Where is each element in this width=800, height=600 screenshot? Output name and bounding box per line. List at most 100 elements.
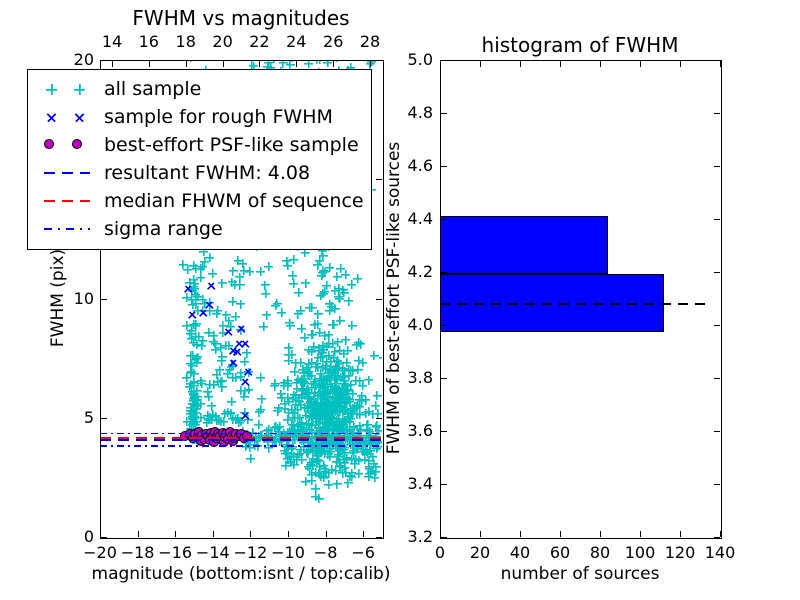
scatter-point (369, 459, 379, 469)
scatter-point (370, 473, 379, 482)
tick-label: 4.4 (407, 209, 433, 228)
scatter-point (310, 319, 320, 329)
scatter-point (217, 352, 227, 362)
scatter-point (228, 414, 238, 424)
tick-mark (480, 61, 481, 67)
scatter-point (236, 368, 246, 378)
scatter-point (280, 431, 290, 440)
tick-mark (376, 298, 382, 300)
scatter-point (290, 366, 300, 376)
scatter-point (312, 455, 322, 465)
scatter-point (228, 373, 237, 382)
scatter-point (284, 343, 294, 352)
scatter-point (243, 415, 253, 425)
scatter-point (349, 403, 359, 413)
scatter-point (315, 383, 325, 393)
scatter-point (233, 256, 243, 265)
tick-label: 22 (249, 32, 270, 51)
scatter-point (240, 356, 250, 366)
scatter-point (193, 306, 203, 316)
scatter-point (294, 288, 304, 297)
scatter-point (325, 373, 335, 383)
scatter-point (320, 331, 330, 340)
scatter-point (333, 405, 342, 415)
scatter-point (345, 425, 355, 435)
tick-mark (640, 61, 641, 67)
scatter-point (292, 455, 302, 465)
scatter-point (187, 367, 197, 376)
tick-label: 4.2 (407, 262, 433, 281)
tick-label: 20 (469, 543, 491, 562)
tick-mark (325, 531, 327, 537)
scatter-point (354, 356, 364, 365)
scatter-point (335, 316, 345, 326)
scatter-point (355, 421, 365, 431)
scatter-point (186, 379, 196, 389)
tick-label: 10 (73, 288, 94, 308)
tick-mark (441, 60, 447, 61)
scatter-point (236, 386, 246, 396)
scatter-point (277, 392, 287, 402)
scatter-point (339, 287, 349, 297)
scatter-point (331, 382, 341, 392)
scatter-point (378, 353, 382, 363)
scatter-point (205, 253, 215, 262)
scatter-point (306, 470, 316, 479)
scatter-point (270, 379, 280, 389)
tick-mark (440, 61, 441, 67)
scatter-point (368, 452, 378, 462)
tick-label: 140 (704, 543, 736, 562)
scatter-point (355, 410, 365, 419)
scatter-point (361, 408, 371, 418)
tick-mark (720, 531, 721, 537)
scatter-point (338, 348, 348, 358)
scatter-point (269, 60, 279, 63)
scatter-point (324, 424, 334, 434)
tick-label: 5 (83, 407, 94, 427)
tick-label: 4.8 (407, 103, 433, 122)
scatter-point (190, 417, 200, 427)
scatter-point (313, 353, 323, 363)
scatter-point (257, 394, 267, 404)
scatter-point (189, 319, 199, 329)
scatter-point (189, 389, 199, 399)
scatter-point (185, 329, 195, 338)
scatter-point (352, 340, 361, 350)
scatter-point (291, 358, 301, 368)
scatter-point (366, 468, 376, 478)
scatter-point (188, 300, 198, 310)
tick-label: −8 (313, 543, 338, 562)
scatter-point (335, 293, 345, 303)
scatter-point (339, 432, 349, 442)
scatter-point (343, 296, 353, 306)
resultant-fwhm-line (100, 438, 382, 441)
tick-mark (376, 537, 382, 538)
scatter-point (218, 320, 228, 330)
scatter-point (341, 270, 351, 280)
scatter-point (262, 310, 272, 320)
scatter-point (335, 437, 345, 447)
scatter-point (293, 309, 303, 319)
scatter-point (279, 380, 289, 390)
scatter-point (294, 396, 304, 406)
tick-label: 14 (101, 32, 123, 51)
scatter-point (260, 280, 270, 290)
scatter-point (298, 376, 308, 385)
scatter-point (186, 409, 196, 419)
scatter-point (313, 309, 323, 319)
scatter-point (323, 430, 333, 440)
scatter-point (346, 63, 356, 73)
tick-label: 4.0 (407, 315, 433, 334)
scatter-point (205, 306, 215, 316)
legend-row: all sample (38, 75, 371, 103)
scatter-point (301, 278, 311, 288)
tick-label: 28 (359, 32, 381, 51)
scatter-point (340, 463, 350, 473)
scatter-point (313, 389, 323, 399)
scatter-point (210, 411, 220, 421)
tick-mark (714, 60, 720, 61)
scatter-point (200, 257, 210, 267)
tick-label: 18 (175, 32, 196, 51)
scatter-point (196, 273, 206, 283)
tick-mark (440, 531, 441, 537)
